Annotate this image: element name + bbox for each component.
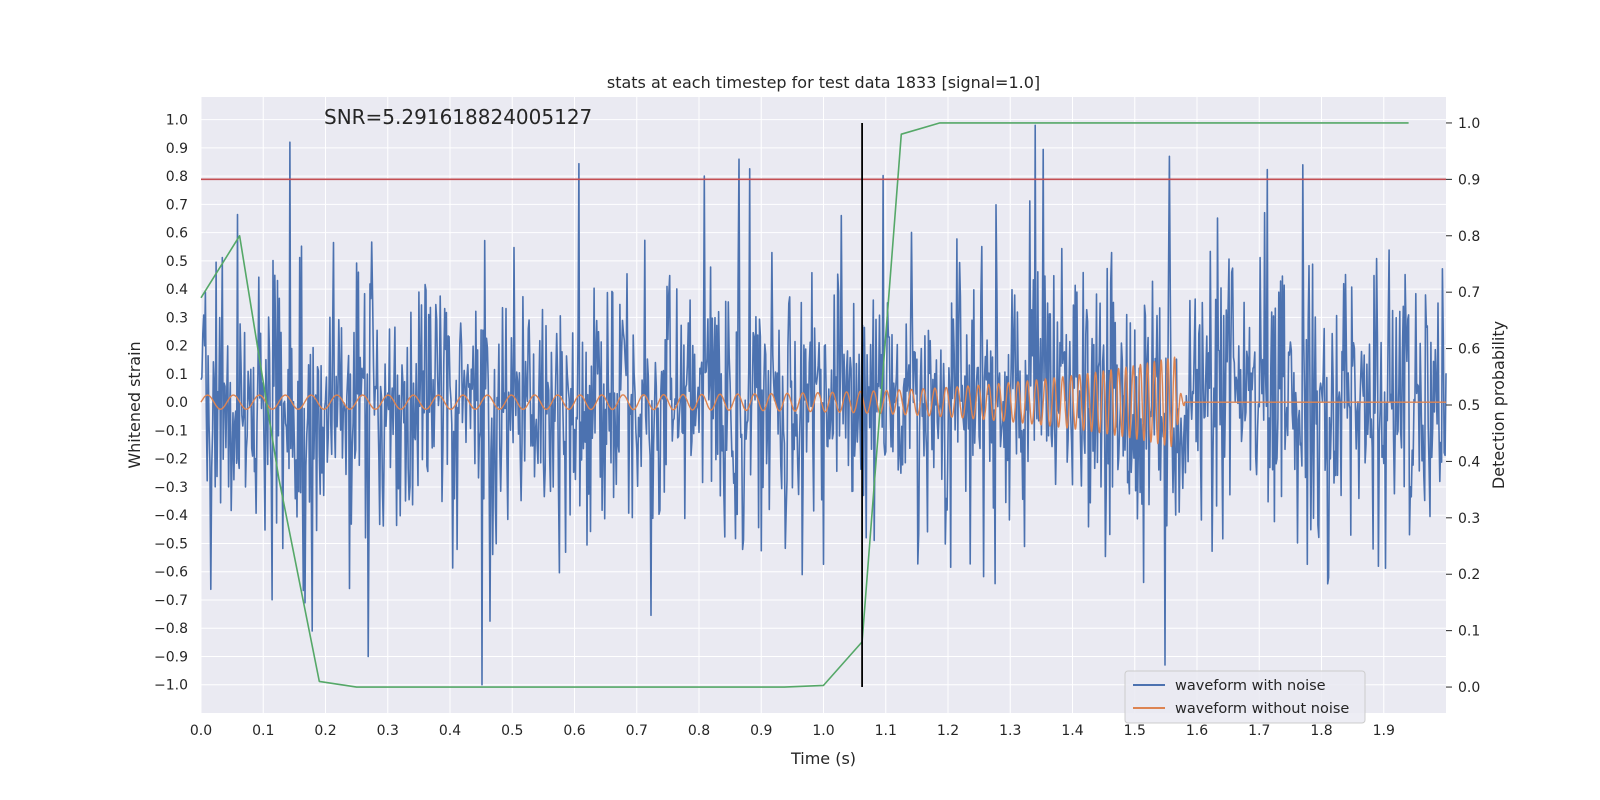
y2-tick-label: 0.8 bbox=[1458, 229, 1480, 245]
y-tick-label: −0.5 bbox=[154, 536, 188, 552]
x-tick-label: 1.5 bbox=[1124, 723, 1146, 739]
legend-label-noise: waveform with noise bbox=[1175, 678, 1326, 694]
series-line-1 bbox=[200, 356, 1447, 448]
x-tick-label: 1.7 bbox=[1248, 723, 1270, 739]
y-tick-label: −0.8 bbox=[154, 621, 188, 637]
y2-tick-label: 0.4 bbox=[1458, 454, 1480, 470]
y-tick-label: 0.2 bbox=[166, 339, 188, 355]
x-axis-ticks: 0.0 0.1 0.2 0.3 0.4 0.5 0.6 0.7 0.8 0.9 1.0 1.1 1.2 1… bbox=[190, 723, 1395, 739]
y2-tick-label: 0.1 bbox=[1458, 624, 1480, 640]
y-tick-label: 0.3 bbox=[166, 310, 188, 326]
x-tick-label: 1.2 bbox=[937, 723, 959, 739]
y-tick-label: −0.6 bbox=[154, 565, 188, 581]
y2-tick-label: 0.3 bbox=[1458, 511, 1480, 527]
x-tick-label: 0.6 bbox=[563, 723, 585, 739]
series-line-2 bbox=[200, 122, 1409, 688]
y-tick-label: 0.4 bbox=[166, 282, 188, 298]
series-line-0 bbox=[200, 124, 1447, 686]
x-tick-label: 0.5 bbox=[501, 723, 523, 739]
y2-axis-ticks: 1.0 0.9 0.8 0.7 0.6 0.5 0.4 0.3 0.2 0.1 0.0 bbox=[1446, 116, 1480, 696]
x-tick-label: 0.7 bbox=[626, 723, 648, 739]
x-tick-label: 0.0 bbox=[190, 723, 212, 739]
legend-label-clean: waveform without noise bbox=[1175, 701, 1349, 717]
y2-tick-label: 0.5 bbox=[1458, 398, 1480, 414]
x-tick-label: 1.4 bbox=[1061, 723, 1083, 739]
y-tick-label: −0.2 bbox=[154, 452, 188, 468]
x-tick-label: 1.0 bbox=[812, 723, 834, 739]
y2-tick-label: 0.7 bbox=[1458, 285, 1480, 301]
x-tick-label: 1.1 bbox=[875, 723, 897, 739]
y2-tick-label: 0.6 bbox=[1458, 342, 1480, 358]
x-tick-label: 1.8 bbox=[1310, 723, 1332, 739]
y2-tick-label: 0.2 bbox=[1458, 567, 1480, 583]
legend-box bbox=[1124, 670, 1366, 724]
y-tick-label: −1.0 bbox=[154, 678, 188, 694]
y-tick-label: 1.0 bbox=[166, 113, 188, 129]
y-axis-label: Whitened strain bbox=[125, 341, 144, 468]
x-tick-label: 1.3 bbox=[999, 723, 1021, 739]
x-axis-label: Time (s) bbox=[790, 749, 856, 768]
x-tick-label: 1.6 bbox=[1186, 723, 1208, 739]
chart-title: stats at each timestep for test data 183… bbox=[607, 73, 1040, 92]
y2-tick-label: 0.9 bbox=[1458, 172, 1480, 188]
y2-tick-label: 0.0 bbox=[1458, 680, 1480, 696]
y2-tick-label: 1.0 bbox=[1458, 116, 1480, 132]
y-tick-label: 0.7 bbox=[166, 197, 188, 213]
x-tick-label: 1.9 bbox=[1373, 723, 1395, 739]
legend: waveform with noise waveform without noi… bbox=[1124, 670, 1366, 724]
y-axis-ticks: 1.0 0.9 0.8 0.7 0.6 0.5 0.4 0.3 0.2 0.1 0.0 −0.1 −0.… bbox=[154, 113, 188, 694]
plot-area bbox=[200, 122, 1447, 688]
x-tick-label: 0.1 bbox=[252, 723, 274, 739]
x-tick-label: 0.3 bbox=[377, 723, 399, 739]
y2-axis-label: Detection probability bbox=[1489, 321, 1508, 489]
x-tick-label: 0.9 bbox=[750, 723, 772, 739]
y-tick-label: 0.5 bbox=[166, 254, 188, 270]
x-tick-label: 0.4 bbox=[439, 723, 461, 739]
y-tick-label: −0.1 bbox=[154, 423, 188, 439]
x-tick-label: 0.2 bbox=[314, 723, 336, 739]
y-tick-label: −0.9 bbox=[154, 649, 188, 665]
y-tick-label: 0.0 bbox=[166, 395, 188, 411]
y-tick-label: 0.8 bbox=[166, 169, 188, 185]
y-tick-label: 0.9 bbox=[166, 141, 188, 157]
y-tick-label: 0.6 bbox=[166, 226, 188, 242]
x-tick-label: 0.8 bbox=[688, 723, 710, 739]
y-tick-label: −0.4 bbox=[154, 508, 188, 524]
y-tick-label: 0.1 bbox=[166, 367, 188, 383]
snr-annotation: SNR=5.291618824005127 bbox=[324, 105, 592, 129]
y-tick-label: −0.7 bbox=[154, 593, 188, 609]
y-tick-label: −0.3 bbox=[154, 480, 188, 496]
